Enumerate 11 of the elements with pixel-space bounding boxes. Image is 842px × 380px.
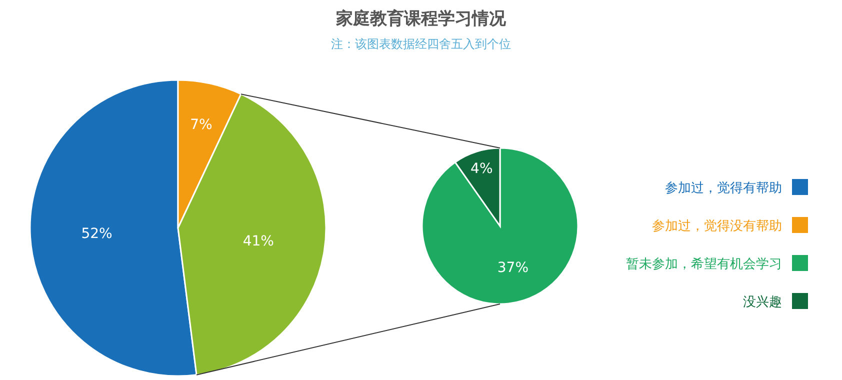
legend-label: 参加过，觉得有帮助 <box>665 181 782 196</box>
chart-subtitle: 注：该图表数据经四舍五入到个位 <box>331 37 511 51</box>
legend-label: 参加过，觉得没有帮助 <box>652 219 782 234</box>
legend-label: 暂未参加，希望有机会学习 <box>626 257 782 272</box>
data-label: 7% <box>190 117 212 134</box>
data-label: 41% <box>242 234 274 250</box>
data-label: 4% <box>470 160 493 177</box>
chart-title: 家庭教育课程学习情况 <box>335 8 507 29</box>
data-label: 52% <box>81 226 112 242</box>
legend-label: 没兴趣 <box>743 295 782 310</box>
data-label: 37% <box>497 260 529 276</box>
